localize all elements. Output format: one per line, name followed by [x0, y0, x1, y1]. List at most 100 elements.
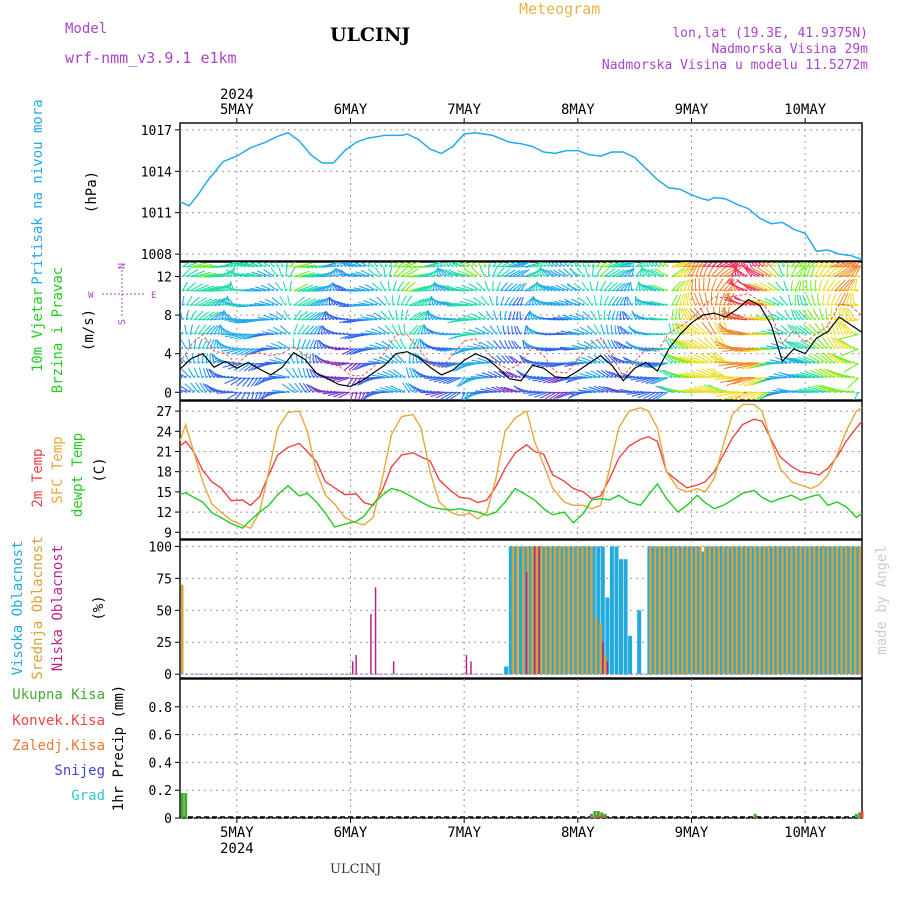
wind-arrow-head — [333, 265, 337, 268]
wind-arrow-head — [856, 264, 860, 268]
wind-arrow — [408, 352, 411, 364]
wind-arrow — [635, 377, 652, 383]
wind-arrow — [579, 326, 593, 335]
wind-arrow-head — [504, 275, 509, 278]
wind-arrow-head — [382, 346, 386, 350]
wind-arrow — [344, 333, 358, 340]
wind-arrow-head — [213, 266, 218, 269]
wind-arrow-head — [703, 265, 708, 268]
wind-arrow — [582, 311, 593, 321]
wind-arrow — [678, 356, 700, 364]
wind-arrow-head — [690, 317, 693, 321]
wind-arrow — [369, 344, 386, 350]
wind-arrow — [376, 372, 394, 379]
wind-arrow-head — [519, 332, 523, 335]
wind-arrow-head — [333, 376, 338, 379]
wind-arrow-head — [309, 375, 312, 379]
wind-arrow — [444, 362, 461, 369]
x-tick-label-bottom: 7MAY — [447, 825, 481, 841]
cloud-mid-bar — [522, 546, 525, 675]
cloud-high-bar — [778, 546, 783, 675]
wind-arrow — [462, 391, 470, 400]
wind-arrow — [599, 295, 603, 306]
wind-arrow-head — [432, 265, 437, 268]
wind-arrow-head — [575, 264, 579, 268]
wind-arrow — [371, 282, 382, 292]
cloud-high-bar — [504, 666, 509, 675]
wind-arrow — [728, 391, 752, 400]
wind-arrow-head — [516, 289, 521, 292]
wind-arrow — [798, 280, 802, 292]
wind-arrow-head — [380, 274, 383, 277]
wind-arrow — [476, 281, 486, 292]
wind-arrow-head — [285, 303, 288, 306]
wind-arrow-head — [297, 266, 302, 269]
wind-arrow-head — [396, 303, 401, 306]
wind-arrow-head — [383, 332, 386, 335]
wind-arrow-head — [730, 288, 735, 292]
wind-arrow — [260, 284, 275, 292]
wind-arrow — [807, 354, 824, 364]
wind-arrow-head — [371, 274, 374, 277]
wind-arrow — [545, 301, 561, 306]
wind-arrow-head — [611, 361, 614, 364]
wind-arrow — [760, 330, 780, 335]
cloud-mid-bar — [813, 546, 816, 675]
wind-arrow — [254, 302, 270, 306]
wind-arrow-head — [826, 289, 831, 292]
wind-arrow — [301, 285, 318, 292]
cloud-mid-bar — [794, 546, 798, 675]
wind-arrow — [428, 362, 445, 365]
wind-arrow — [181, 262, 192, 268]
wind-arrow-head — [855, 391, 859, 395]
wind-arrow — [507, 311, 512, 321]
wind-arrow — [355, 271, 370, 277]
wind-arrow — [198, 367, 203, 378]
wind-arrow — [516, 283, 525, 292]
wind-arrow — [276, 311, 287, 321]
y-tick-label: 1014 — [141, 165, 172, 180]
wind-arrow — [516, 262, 530, 268]
wind-arrow — [274, 281, 283, 292]
cloud-high-bar — [710, 546, 714, 675]
wind-arrow-head — [789, 360, 792, 364]
wind-arrow — [539, 391, 553, 399]
wind-arrow-head — [528, 275, 533, 278]
wind-arrow-head — [301, 275, 306, 278]
wind-arrow-head — [424, 332, 428, 335]
wind-arrow — [294, 382, 303, 393]
wind-arrow-head — [850, 317, 853, 321]
wind-arrow-head — [539, 288, 543, 292]
wind-arrow — [811, 385, 831, 393]
wind-arrow-head — [277, 264, 280, 268]
wind-arrow — [366, 314, 382, 321]
wind-arrow-head — [577, 303, 581, 306]
wind-arrow-head — [699, 288, 703, 292]
wind-arrow-head — [367, 274, 370, 277]
cloud-low-bar — [606, 661, 609, 675]
wind-arrow — [568, 262, 573, 268]
cloud-high-bar — [846, 546, 851, 675]
wind-arrow — [854, 278, 858, 292]
cloud-mid-bar — [540, 546, 543, 675]
wind-arrow-head — [225, 289, 230, 292]
wind-arrow-head — [535, 303, 539, 306]
wind-arrow-head — [802, 288, 806, 292]
wind-arrow — [504, 340, 509, 350]
wind-arrow-head — [590, 346, 593, 350]
wind-arrow — [654, 268, 668, 277]
cloud-high-bar — [673, 546, 678, 675]
wind-arrow-head — [198, 318, 203, 321]
wind-arrow — [671, 338, 684, 350]
wind-arrow — [226, 391, 239, 400]
wind-arrow — [797, 356, 816, 364]
wind-arrow-head — [428, 303, 432, 306]
wind-arrow — [523, 376, 541, 379]
wind-arrow-head — [566, 288, 569, 292]
wind-arrow-head — [400, 303, 405, 306]
wind-arrow — [818, 265, 827, 277]
wind-arrow — [459, 300, 477, 306]
wind-arrow — [794, 262, 803, 268]
wind-arrow — [396, 280, 405, 292]
wind-arrow-head — [834, 346, 837, 350]
